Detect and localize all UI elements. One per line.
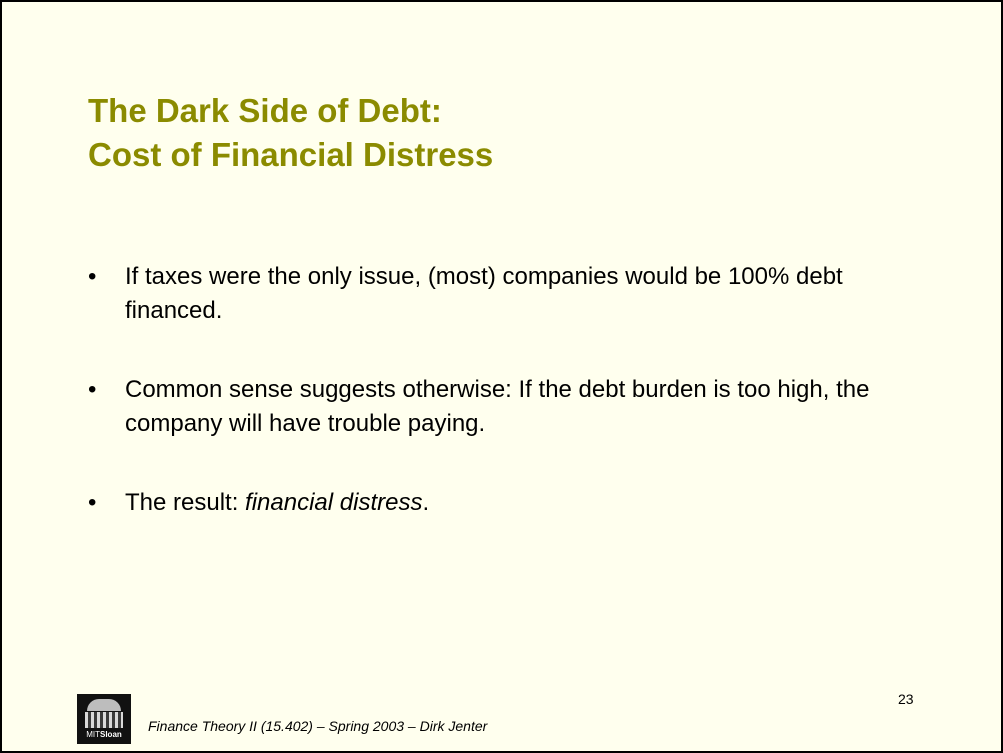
- title-line-1: The Dark Side of Debt:: [88, 92, 442, 129]
- bullet-text-suffix: .: [422, 489, 430, 516]
- logo-text-sloan: Sloan: [100, 730, 122, 739]
- bullet-icon: •: [88, 263, 97, 290]
- logo-columns-icon: [85, 712, 123, 728]
- bullet-item-result: • The result: financial distress.: [88, 486, 928, 520]
- page-number: 23: [898, 691, 914, 707]
- logo-text-mit: MIT: [86, 730, 100, 739]
- title-line-2: Cost of Financial Distress: [88, 136, 494, 173]
- bullet-icon: •: [88, 376, 97, 403]
- slide-footer: Finance Theory II (15.402) – Spring 2003…: [148, 718, 488, 734]
- bullet-item-taxes: • If taxes were the only issue, (most) c…: [88, 260, 928, 328]
- logo-dome-icon: [87, 699, 121, 711]
- bullet-icon: •: [88, 489, 97, 516]
- slide-title: The Dark Side of Debt: Cost of Financial…: [88, 89, 493, 177]
- bullet-list: • If taxes were the only issue, (most) c…: [88, 260, 928, 565]
- logo-text: MITSloan: [77, 730, 131, 739]
- mit-sloan-logo: MITSloan: [77, 694, 131, 744]
- bullet-text-prefix: The result:: [125, 489, 246, 516]
- bullet-item-common-sense: • Common sense suggests otherwise: If th…: [88, 373, 928, 441]
- bullet-text: Common sense suggests otherwise: If the …: [125, 376, 870, 437]
- bullet-text: If taxes were the only issue, (most) com…: [125, 263, 843, 324]
- bullet-emphasis: financial distress: [245, 489, 423, 516]
